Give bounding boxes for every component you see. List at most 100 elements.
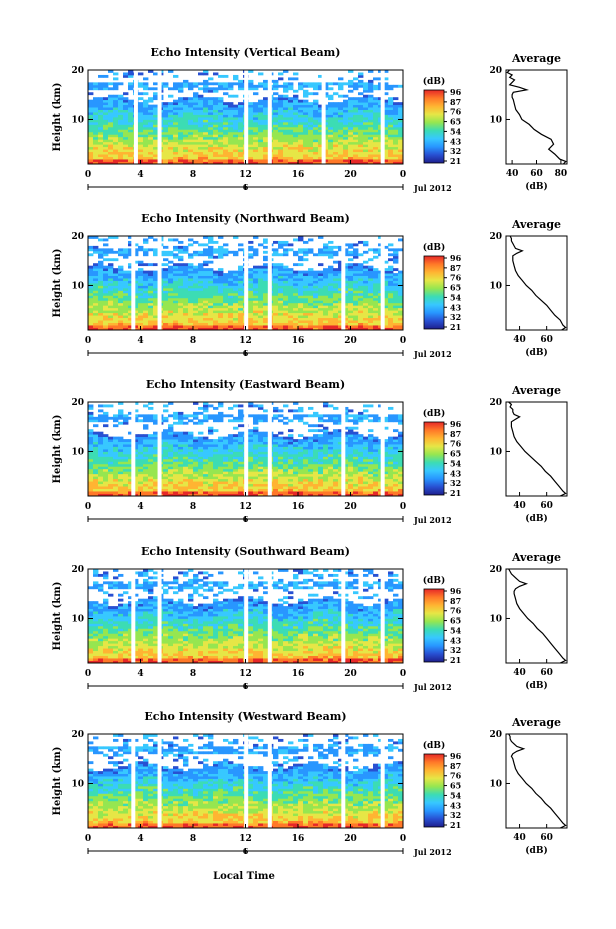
heatmap-cell <box>188 456 194 460</box>
heatmap-cell <box>133 317 139 321</box>
heatmap-cell <box>173 466 179 470</box>
heatmap-cell <box>128 236 134 239</box>
heatmap-cell <box>253 449 259 452</box>
heatmap-cell <box>218 154 224 157</box>
heatmap-cell <box>288 285 294 289</box>
heatmap-cell <box>193 119 199 123</box>
heatmap-cell <box>223 414 229 418</box>
heatmap-cell <box>373 121 379 125</box>
heatmap-cell <box>133 248 139 252</box>
heatmap-cell <box>113 114 119 118</box>
heatmap-cell <box>213 144 219 148</box>
heatmap-cell <box>178 441 184 445</box>
heatmap-cell <box>303 112 309 115</box>
heatmap-cell <box>368 300 374 304</box>
heatmap-cell <box>208 124 214 128</box>
heatmap-cell <box>108 327 114 331</box>
heatmap-cell <box>108 444 114 447</box>
heatmap-cell <box>358 305 364 309</box>
heatmap-cell <box>353 87 359 91</box>
heatmap-cell <box>148 302 154 306</box>
heatmap-cell <box>213 273 219 276</box>
heatmap-cell <box>88 493 94 497</box>
heatmap-cell <box>128 124 134 128</box>
heatmap-cell <box>143 434 149 438</box>
heatmap-cell <box>88 82 94 86</box>
heatmap-cell <box>313 325 319 328</box>
heatmap-cell <box>138 139 144 143</box>
heatmap-cell <box>163 429 169 433</box>
heatmap-cell <box>148 131 154 135</box>
heatmap-cell <box>103 126 109 130</box>
heatmap-cell <box>203 268 209 272</box>
heatmap-cell <box>348 104 354 108</box>
heatmap-cell <box>373 320 379 323</box>
heatmap-cell <box>328 114 334 118</box>
heatmap-cell <box>163 434 169 438</box>
heatmap-cell <box>93 87 99 91</box>
heatmap-cell <box>258 431 264 435</box>
heatmap-cell <box>278 290 284 294</box>
heatmap-cell <box>153 72 159 76</box>
heatmap-cell <box>213 82 219 86</box>
heatmap-cell <box>233 149 239 153</box>
heatmap-cell <box>133 297 139 301</box>
heatmap-cell <box>363 268 369 272</box>
heatmap-cell <box>108 129 114 133</box>
heatmap-cell <box>173 446 179 450</box>
heatmap-cell <box>143 292 149 296</box>
heatmap-cell <box>113 310 119 314</box>
heatmap-cell <box>273 295 279 299</box>
heatmap-cell <box>313 112 319 115</box>
profile-x-label: (dB) <box>525 347 547 358</box>
heatmap-cell <box>318 134 324 138</box>
heatmap-cell <box>193 139 199 143</box>
heatmap-cell <box>108 131 114 135</box>
heatmap-cell <box>98 468 104 472</box>
heatmap-cell <box>198 302 204 306</box>
heatmap-cell <box>223 131 229 135</box>
heatmap-cell <box>348 287 354 291</box>
heatmap-cell <box>98 278 104 281</box>
heatmap-cell <box>383 119 389 123</box>
heatmap-cell <box>138 446 144 450</box>
heatmap-cell <box>103 285 109 289</box>
heatmap-cell <box>343 129 349 133</box>
heatmap-cell <box>383 287 389 291</box>
heatmap-cell <box>193 290 199 294</box>
heatmap-cell <box>338 77 344 81</box>
heatmap-cell <box>348 112 354 115</box>
heatmap-cell <box>248 320 254 323</box>
heatmap-cell <box>218 82 224 86</box>
heatmap-cell <box>253 305 259 309</box>
data-gap <box>267 236 272 330</box>
heatmap-cell <box>93 131 99 135</box>
heatmap-cell <box>103 317 109 321</box>
heatmap-cell <box>398 154 404 157</box>
heatmap-cell <box>263 144 269 148</box>
heatmap-cell <box>383 159 389 162</box>
heatmap-cell <box>88 270 94 274</box>
heatmap-cell <box>148 156 154 160</box>
heatmap-cell <box>383 82 389 86</box>
heatmap-cell <box>248 248 254 252</box>
heatmap-cell <box>303 159 309 162</box>
heatmap-cell <box>183 307 189 311</box>
heatmap-cell <box>143 312 149 316</box>
heatmap-cell <box>198 315 204 319</box>
heatmap-cell <box>98 146 104 150</box>
heatmap-cell <box>178 315 184 319</box>
heatmap-cell <box>188 273 194 276</box>
heatmap-cell <box>148 461 154 465</box>
heatmap-cell <box>193 414 199 418</box>
heatmap-cell <box>313 92 319 96</box>
heatmap-cell <box>363 280 369 284</box>
heatmap-cell <box>303 104 309 108</box>
heatmap-cell <box>178 419 184 423</box>
heatmap-cell <box>193 109 199 113</box>
heatmap-cell <box>383 315 389 319</box>
heatmap-cell <box>303 121 309 125</box>
heatmap-cell <box>98 307 104 311</box>
heatmap-cell <box>103 283 109 286</box>
heatmap-cell <box>253 248 259 252</box>
